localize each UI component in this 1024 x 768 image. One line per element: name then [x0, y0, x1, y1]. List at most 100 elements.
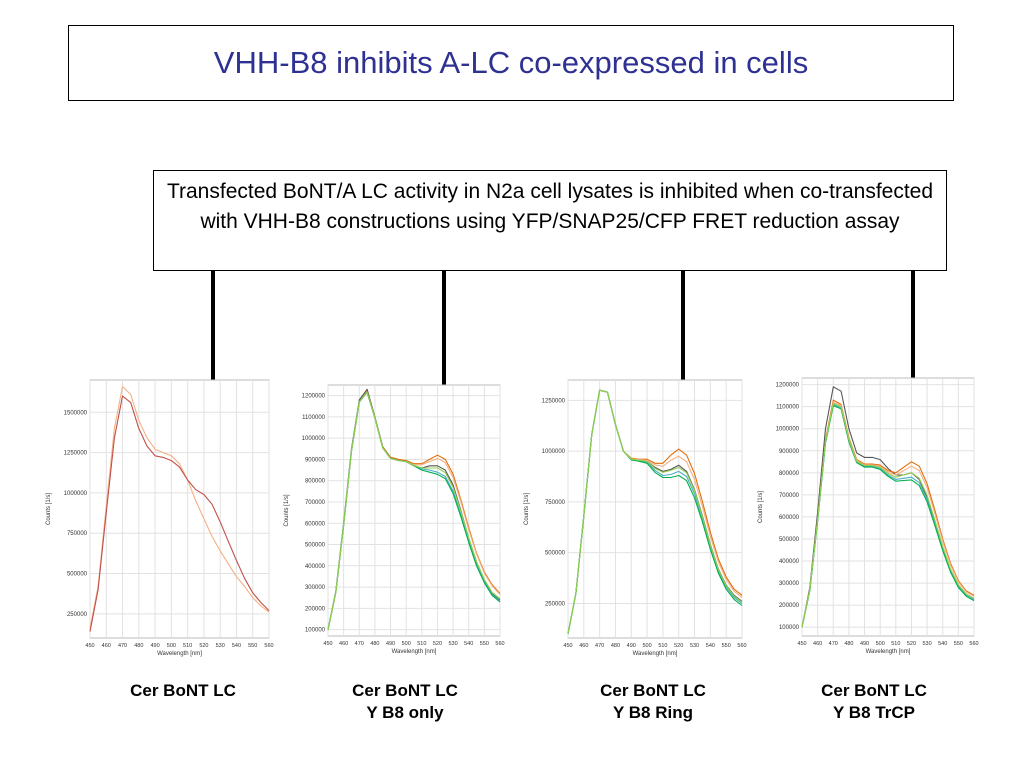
y-tick-label: 1000000	[302, 436, 326, 442]
caption-1-line1: Cer BoNT LC	[130, 681, 236, 700]
x-tick-label: 550	[480, 641, 489, 647]
x-tick-label: 500	[402, 641, 411, 647]
x-tick-label: 510	[417, 641, 426, 647]
y-tick-label: 500000	[779, 537, 800, 543]
spectrum-chart-3: 450 460 470 480 490 500 510 520 530 540 550 560 2500…	[524, 379, 747, 657]
spectrum-chart-4: 450 460 470 480 490 500 510 520 530 540 550 560 1000…	[758, 377, 979, 655]
x-tick-label: 500	[876, 641, 885, 647]
y-tick-label: 500000	[67, 572, 88, 578]
y-tick-label: 900000	[779, 449, 800, 455]
y-tick-label: 250000	[545, 601, 566, 607]
x-tick-label: 540	[232, 643, 241, 649]
y-tick-label: 700000	[305, 500, 326, 506]
y-tick-label: 250000	[67, 612, 88, 618]
x-axis-label: Wavelength [nm]	[392, 649, 437, 655]
y-tick-label: 1250000	[64, 451, 88, 457]
y-tick-label: 1000000	[542, 449, 566, 455]
y-tick-label: 1500000	[64, 410, 88, 416]
x-tick-label: 490	[386, 641, 395, 647]
y-tick-label: 300000	[305, 585, 326, 591]
x-tick-label: 480	[370, 641, 379, 647]
y-tick-label: 500000	[545, 551, 566, 557]
title-box: VHH-B8 inhibits A-LC co-expressed in cel…	[68, 25, 954, 101]
plot-area	[327, 384, 501, 637]
x-axis-label: Wavelength [nm]	[157, 651, 202, 657]
x-tick-label: 530	[448, 641, 457, 647]
x-tick-label: 480	[844, 641, 853, 647]
x-tick-label: 510	[658, 643, 667, 649]
x-tick-label: 460	[579, 643, 588, 649]
x-tick-label: 500	[167, 643, 176, 649]
y-tick-label: 1100000	[302, 415, 326, 421]
plot-area	[567, 379, 743, 639]
x-tick-label: 470	[118, 643, 127, 649]
y-tick-label: 1000000	[776, 427, 800, 433]
x-tick-label: 530	[922, 641, 931, 647]
y-tick-label: 100000	[305, 628, 326, 634]
x-tick-label: 450	[323, 641, 332, 647]
spectrum-chart-1: 450 460 470 480 490 500 510 520 530 540 550 560 2500…	[46, 379, 274, 657]
x-tick-label: 520	[674, 643, 683, 649]
x-tick-label: 550	[722, 643, 731, 649]
x-tick-label: 470	[355, 641, 364, 647]
y-tick-label: 600000	[305, 521, 326, 527]
x-tick-label: 450	[85, 643, 94, 649]
x-tick-label: 450	[563, 643, 572, 649]
x-tick-label: 520	[907, 641, 916, 647]
x-tick-label: 560	[737, 643, 746, 649]
y-tick-label: 750000	[545, 500, 566, 506]
y-tick-label: 200000	[779, 603, 800, 609]
y-tick-label: 750000	[67, 531, 88, 537]
y-tick-label: 300000	[779, 581, 800, 587]
y-axis-label: Counts [1/s]	[284, 494, 290, 526]
x-tick-label: 510	[183, 643, 192, 649]
description-box: Transfected BoNT/A LC activity in N2a ce…	[153, 170, 947, 271]
series-line-6	[327, 391, 501, 630]
y-tick-label: 800000	[305, 479, 326, 485]
series-line-6	[801, 402, 975, 628]
x-tick-label: 530	[216, 643, 225, 649]
x-tick-label: 560	[264, 643, 273, 649]
spectrum-chart-2: 450 460 470 480 490 500 510 520 530 540 550 560 1000…	[284, 384, 505, 655]
caption-2-line1: Cer BoNT LC	[352, 681, 458, 700]
plot-area	[89, 379, 270, 639]
x-tick-label: 560	[495, 641, 504, 647]
y-tick-label: 500000	[305, 543, 326, 549]
caption-1: Cer BoNT LC	[83, 680, 283, 702]
x-tick-label: 550	[248, 643, 257, 649]
caption-2: Cer BoNT LC Y B8 only	[305, 680, 505, 724]
x-tick-label: 520	[433, 641, 442, 647]
x-tick-label: 560	[969, 641, 978, 647]
series-line-6	[567, 389, 743, 635]
x-tick-label: 470	[595, 643, 604, 649]
caption-4: Cer BoNT LC Y B8 TrCP	[774, 680, 974, 724]
caption-3-line2: Y B8 Ring	[613, 703, 693, 722]
x-axis-label: Wavelength [nm]	[633, 651, 678, 657]
caption-2-line2: Y B8 only	[366, 703, 444, 722]
y-tick-label: 100000	[779, 625, 800, 631]
y-axis-label: Counts [1/s]	[524, 493, 530, 525]
y-tick-label: 600000	[779, 515, 800, 521]
y-tick-label: 1200000	[776, 383, 800, 389]
x-tick-label: 480	[611, 643, 620, 649]
caption-4-line1: Cer BoNT LC	[821, 681, 927, 700]
x-tick-label: 520	[199, 643, 208, 649]
y-tick-label: 1100000	[776, 405, 800, 411]
x-tick-label: 500	[642, 643, 651, 649]
x-tick-label: 490	[860, 641, 869, 647]
x-axis-label: Wavelength [nm]	[866, 649, 911, 655]
caption-4-line2: Y B8 TrCP	[833, 703, 915, 722]
y-tick-label: 400000	[305, 564, 326, 570]
y-tick-label: 200000	[305, 606, 326, 612]
x-tick-label: 510	[891, 641, 900, 647]
y-tick-label: 900000	[305, 457, 326, 463]
x-tick-label: 460	[813, 641, 822, 647]
y-tick-label: 800000	[779, 471, 800, 477]
y-axis-label: Counts [1/s]	[758, 491, 764, 523]
series-line-2	[89, 395, 270, 632]
x-tick-label: 550	[954, 641, 963, 647]
y-axis-label: Counts [1/s]	[46, 493, 52, 525]
x-tick-label: 480	[134, 643, 143, 649]
x-tick-label: 450	[797, 641, 806, 647]
caption-3: Cer BoNT LC Y B8 Ring	[553, 680, 753, 724]
